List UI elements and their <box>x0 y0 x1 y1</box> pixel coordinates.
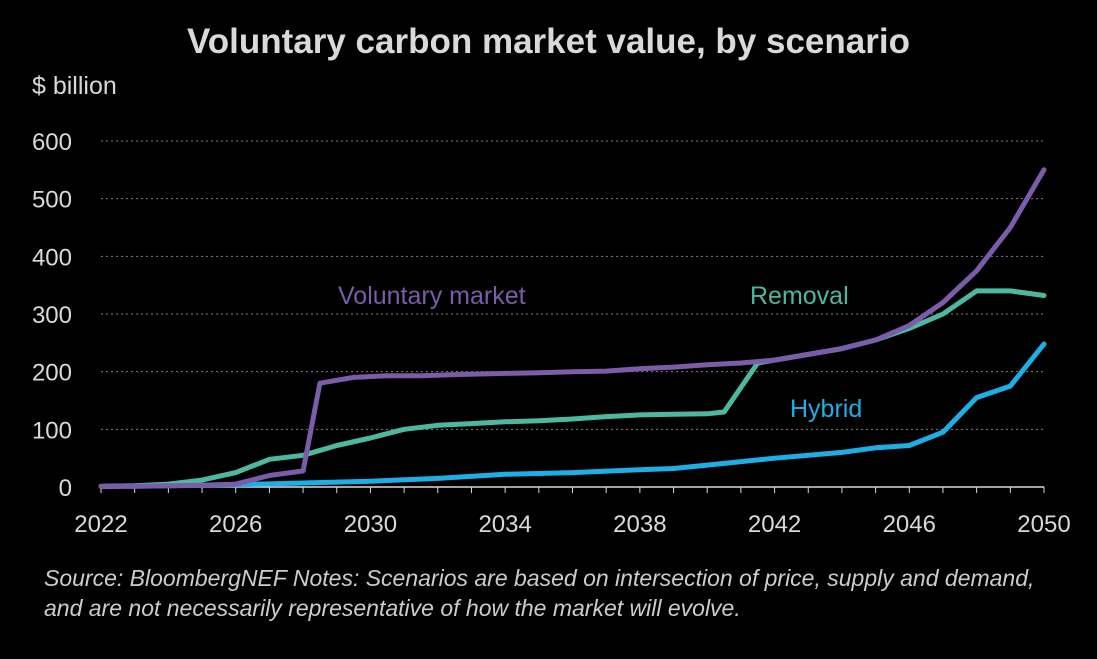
source-note: Source: BloombergNEF Notes: Scenarios ar… <box>44 565 1035 621</box>
chart-title: Voluntary carbon market value, by scenar… <box>187 22 910 61</box>
series-label-voluntary-market: Voluntary market <box>338 282 526 310</box>
x-tick-label: 2042 <box>748 511 801 538</box>
x-tick-label: 2030 <box>344 511 397 538</box>
y-tick-label: 300 <box>32 302 72 329</box>
series-labels: Voluntary market Removal Hybrid <box>338 282 862 423</box>
y-tick-label: 600 <box>32 129 72 156</box>
series-label-removal: Removal <box>750 282 849 310</box>
x-tick-label: 2026 <box>209 511 262 538</box>
y-tick-label: 0 <box>59 475 72 502</box>
y-tick-label: 500 <box>32 187 72 214</box>
x-tick-label: 2034 <box>478 511 531 538</box>
series-line-hybrid <box>98 341 1047 489</box>
gridlines <box>101 140 1044 430</box>
y-axis-unit-label: $ billion <box>32 72 117 100</box>
series-line-removal <box>98 288 1047 489</box>
x-axis-ticks: 2022 2026 2030 2034 2038 2042 2046 2050 <box>74 511 1070 538</box>
y-tick-label: 100 <box>32 417 72 444</box>
x-tick-label: 2038 <box>613 511 666 538</box>
y-tick-label: 200 <box>32 360 72 387</box>
y-axis-ticks: 0 100 200 300 400 500 600 <box>32 129 72 502</box>
y-tick-label: 400 <box>32 244 72 271</box>
x-axis <box>100 486 1045 493</box>
x-tick-label: 2050 <box>1017 511 1070 538</box>
series-lines <box>98 167 1047 489</box>
series-label-hybrid: Hybrid <box>790 395 862 423</box>
x-tick-label: 2022 <box>74 511 127 538</box>
series-line-voluntary-market <box>98 167 1047 489</box>
x-tick-label: 2046 <box>883 511 936 538</box>
